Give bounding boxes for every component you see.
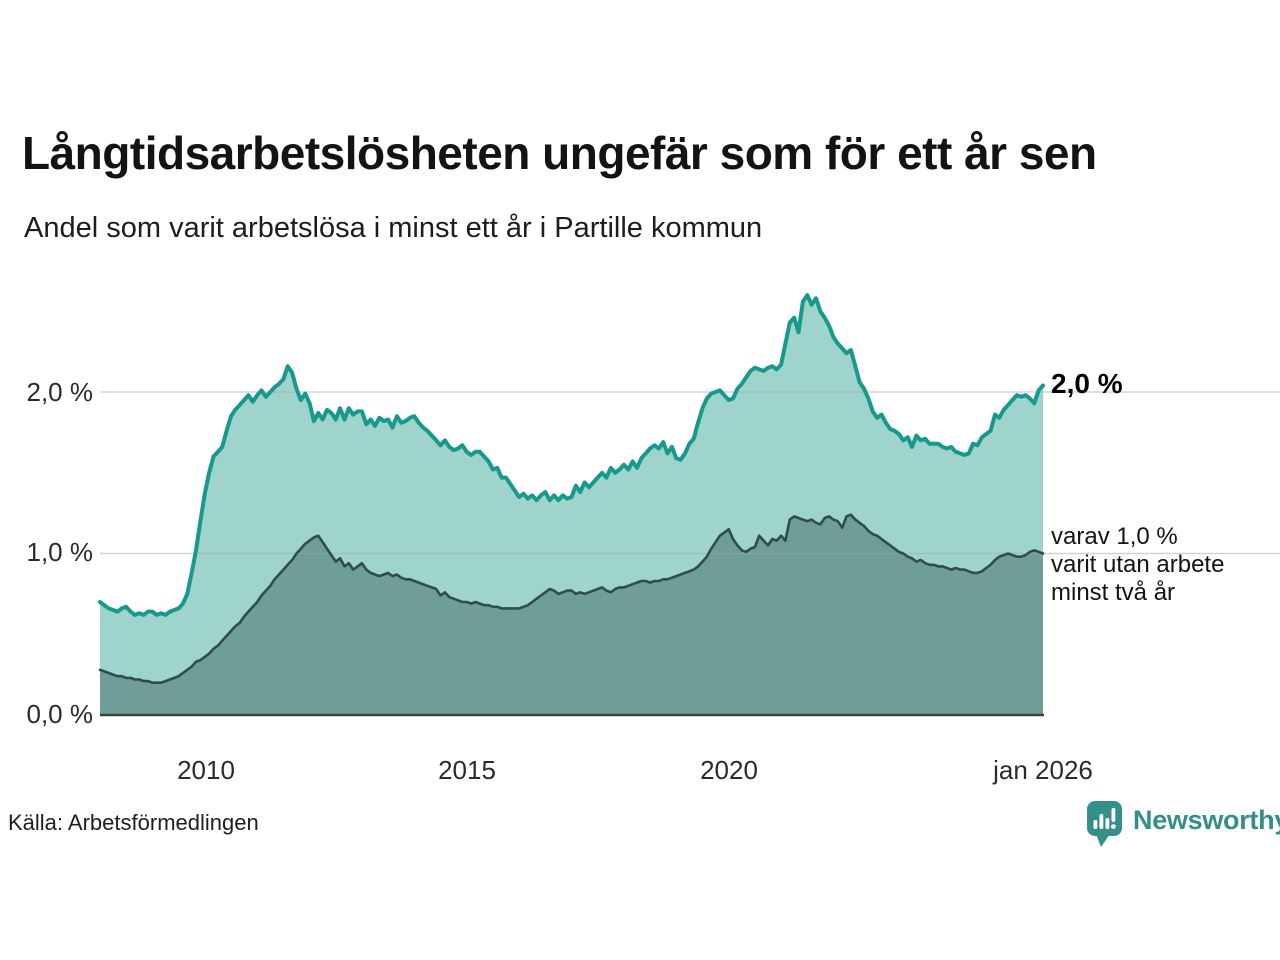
x-axis-tick-label: 2015 xyxy=(438,755,496,785)
newsworthy-logo-icon xyxy=(1087,801,1122,847)
source-credit: Källa: Arbetsförmedlingen xyxy=(8,810,259,835)
x-axis-tick-label: jan 2026 xyxy=(993,755,1093,785)
line-two-year-series xyxy=(98,513,1045,684)
y-axis-tick-label: 1,0 % xyxy=(26,536,94,567)
x-axis-tick-label: 2010 xyxy=(177,755,235,785)
page-title: Långtidsarbetslösheten ungefär som för e… xyxy=(22,127,1097,179)
y-axis-tick-label: 0,0 % xyxy=(26,698,94,729)
x-axis-tick-label: 2020 xyxy=(700,755,758,785)
brand-name: Newsworthy xyxy=(1133,805,1280,835)
brand-logo: Newsworthy xyxy=(1086,799,1280,849)
y-axis-tick-label: 2,0 % xyxy=(26,376,94,407)
line-total-series xyxy=(98,293,1045,617)
area-two-year-series xyxy=(100,514,1043,715)
two-year-annotation-line: varav 1,0 % xyxy=(1051,523,1178,550)
two-year-annotation-line: minst två år xyxy=(1051,579,1176,606)
latest-value-annotation: 2,0 % xyxy=(1051,368,1123,399)
two-year-annotation-line: varit utan arbete xyxy=(1051,551,1225,578)
page-subtitle: Andel som varit arbetslösa i minst ett å… xyxy=(24,212,763,244)
two-year-annotation: varav 1,0 % varit utan arbete minst två … xyxy=(1051,523,1224,607)
